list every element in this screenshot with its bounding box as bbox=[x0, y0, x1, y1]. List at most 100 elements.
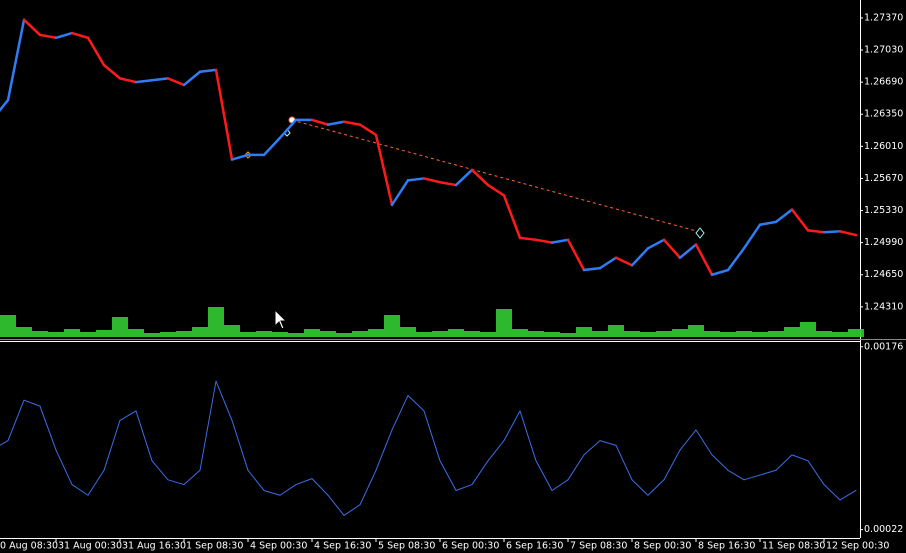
line-segment bbox=[39, 405, 57, 451]
line-segment bbox=[0, 98, 10, 112]
line-segment bbox=[342, 120, 362, 126]
volume-bar bbox=[512, 329, 528, 337]
line-segment bbox=[470, 168, 490, 187]
line-segment bbox=[631, 479, 649, 496]
y-tick-label: 1.24990 bbox=[864, 237, 903, 248]
line-segment bbox=[326, 120, 346, 126]
x-tick-label: 30 Aug 08:30 bbox=[0, 541, 58, 552]
volume-bar bbox=[720, 332, 736, 337]
volume-bar bbox=[736, 331, 752, 337]
volume-bar bbox=[544, 332, 560, 337]
line-segment bbox=[358, 123, 378, 137]
volume-bar bbox=[848, 329, 864, 337]
x-tick-label: 31 Aug 16:30 bbox=[122, 541, 186, 552]
volume-bar bbox=[464, 331, 480, 337]
line-segment bbox=[486, 183, 506, 197]
line-segment bbox=[678, 243, 698, 259]
volume-bar bbox=[16, 327, 32, 337]
line-segment bbox=[774, 208, 794, 224]
line-segment bbox=[311, 478, 329, 496]
y-tick-label: 0.00022 bbox=[864, 524, 903, 535]
plot-layer: 1.27370 1.27030 1.26690 1.26350 1.26010 1.256… bbox=[0, 12, 903, 552]
line-segment bbox=[471, 460, 489, 486]
line-segment bbox=[790, 208, 810, 232]
line-segment bbox=[695, 429, 713, 456]
line-segment bbox=[199, 380, 217, 471]
y-tick-label: 1.27370 bbox=[864, 12, 903, 23]
line-segment bbox=[551, 479, 569, 491]
line-segment bbox=[70, 31, 90, 40]
x-tick-label: 6 Sep 16:30 bbox=[506, 541, 563, 552]
line-segment bbox=[646, 238, 666, 250]
volume-bar bbox=[240, 332, 256, 337]
volume-bar bbox=[112, 317, 128, 337]
x-tick-label: 4 Sep 16:30 bbox=[314, 541, 371, 552]
volume-bar bbox=[800, 322, 816, 337]
volume-bar bbox=[256, 331, 272, 337]
line-segment bbox=[55, 449, 73, 486]
volume-bar bbox=[0, 315, 16, 337]
line-segment bbox=[679, 429, 697, 451]
volume-bar bbox=[48, 332, 64, 337]
line-segment bbox=[710, 268, 730, 276]
line-segment bbox=[278, 118, 298, 140]
volume-bar bbox=[160, 332, 176, 337]
line-segment bbox=[279, 484, 297, 496]
line-segment bbox=[807, 460, 825, 486]
line-segment bbox=[534, 238, 554, 244]
line-segment bbox=[694, 243, 714, 276]
line-segment bbox=[230, 153, 250, 161]
line-segment bbox=[87, 469, 105, 496]
y-tick-label: 1.26010 bbox=[864, 141, 903, 152]
volume-bar bbox=[288, 333, 304, 337]
line-segment bbox=[214, 68, 234, 161]
x-tick-label: 12 Sep 00:30 bbox=[826, 541, 889, 552]
line-segment bbox=[103, 419, 121, 471]
volume-bar bbox=[128, 329, 144, 337]
line-segment bbox=[343, 504, 361, 516]
volume-bar bbox=[576, 327, 592, 337]
x-tick-label: 6 Sep 00:30 bbox=[442, 541, 499, 552]
line-segment bbox=[231, 419, 249, 471]
line-segment bbox=[759, 469, 777, 476]
line-segment bbox=[823, 484, 841, 501]
line-segment bbox=[438, 180, 458, 187]
line-segment bbox=[22, 18, 42, 37]
line-segment bbox=[455, 484, 473, 491]
volume-bar bbox=[336, 333, 352, 337]
volume-bar bbox=[416, 332, 432, 337]
line-segment bbox=[215, 380, 233, 421]
line-segment bbox=[327, 494, 345, 516]
line-segment bbox=[663, 449, 681, 481]
line-segment bbox=[518, 236, 538, 242]
line-segment bbox=[711, 454, 729, 471]
volume-bar bbox=[560, 333, 576, 337]
trend-line bbox=[291, 119, 701, 233]
line-segment bbox=[135, 410, 153, 462]
line-segment bbox=[454, 168, 474, 187]
line-segment bbox=[422, 177, 442, 184]
volume-bar bbox=[144, 333, 160, 337]
line-segment bbox=[150, 77, 170, 82]
volume-bar bbox=[304, 329, 320, 337]
line-segment bbox=[198, 68, 218, 74]
line-segment bbox=[662, 238, 682, 259]
line-segment bbox=[118, 77, 138, 84]
volume-bar bbox=[208, 307, 224, 337]
y-tick-label: 1.24310 bbox=[864, 301, 903, 312]
y-tick-label: 1.26350 bbox=[864, 109, 903, 120]
line-segment bbox=[102, 63, 122, 80]
mouse-cursor bbox=[274, 308, 288, 330]
volume-bar bbox=[624, 331, 640, 337]
line-segment bbox=[791, 454, 809, 462]
y-tick-label: 1.27030 bbox=[864, 45, 903, 56]
line-segment bbox=[550, 238, 570, 244]
y-tick-label: 0.00176 bbox=[864, 341, 903, 352]
volume-bar bbox=[608, 325, 624, 337]
line-segment bbox=[775, 454, 793, 471]
volume-bar bbox=[640, 332, 656, 337]
line-segment bbox=[647, 479, 665, 496]
line-segment bbox=[502, 194, 522, 240]
line-segment bbox=[310, 118, 330, 126]
